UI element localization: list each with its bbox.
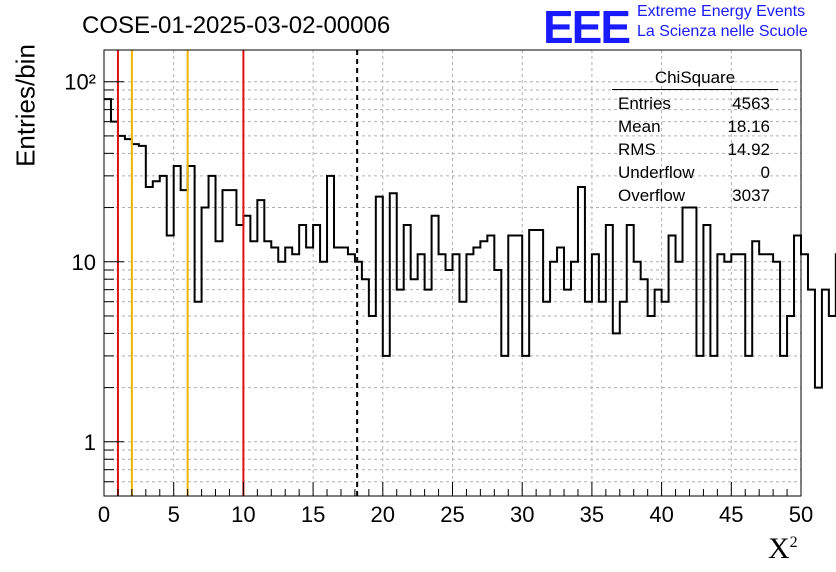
histogram-series	[104, 98, 836, 389]
y-tick-label: 10²	[64, 70, 96, 95]
x-tick-label: 25	[440, 502, 464, 527]
stats-label: Mean	[618, 117, 661, 136]
stats-title: ChiSquare	[612, 68, 778, 90]
stats-value: 4563	[732, 94, 770, 113]
stats-value: 0	[760, 163, 770, 182]
stats-row: Entries 4563	[612, 92, 778, 115]
x-tick-label: 45	[719, 502, 743, 527]
stats-row: RMS 14.92	[612, 138, 778, 161]
stats-label: Entries	[618, 94, 671, 113]
x-tick-label: 40	[649, 502, 673, 527]
y-tick-label: 10	[72, 250, 96, 275]
stats-label: Overflow	[618, 186, 686, 205]
logo-line-1: Extreme Energy Events	[637, 3, 806, 20]
x-tick-label: 30	[510, 502, 534, 527]
x-tick-label: 5	[168, 502, 180, 527]
stats-value: 3037	[732, 186, 770, 205]
y-axis-label: Entries/bin	[10, 44, 41, 167]
stats-value: 18.16	[727, 117, 770, 136]
plot-title: COSE-01-2025-03-02-00006	[82, 12, 391, 39]
eee-logo: EEE	[543, 1, 631, 53]
x-tick-label: 15	[301, 502, 325, 527]
stats-label: RMS	[618, 140, 656, 159]
x-tick-label: 35	[580, 502, 604, 527]
logo-line-2: La Scienza nelle Scuole	[637, 23, 808, 40]
x-tick-label: 50	[789, 502, 813, 527]
stats-row: Overflow 3037	[612, 184, 778, 207]
x-tick-label: 20	[371, 502, 395, 527]
stats-row: Underflow 0	[612, 161, 778, 184]
stats-row: Mean 18.16	[612, 115, 778, 138]
x-axis-label: X2	[768, 532, 798, 566]
x-tick-label: 10	[231, 502, 255, 527]
y-tick-label: 1	[84, 430, 96, 455]
x-axis-label-sup: 2	[789, 534, 798, 551]
stats-label: Underflow	[618, 163, 695, 182]
x-axis-label-base: X	[768, 532, 790, 565]
stats-box: ChiSquare Entries 4563 Mean 18.16 RMS 14.92…	[612, 68, 778, 207]
x-tick-label: 0	[98, 502, 110, 527]
stats-value: 14.92	[727, 140, 770, 159]
